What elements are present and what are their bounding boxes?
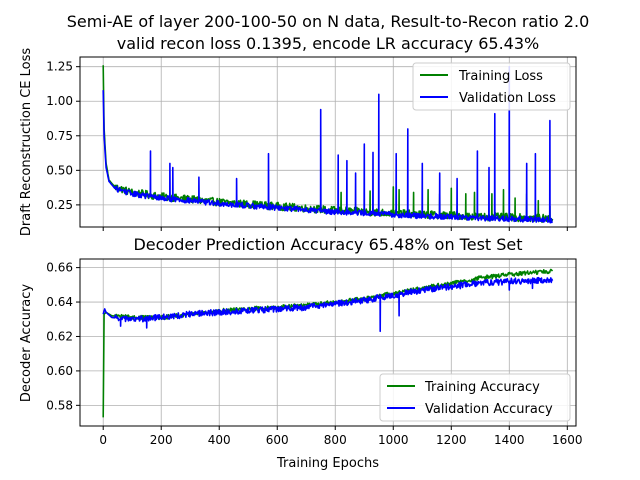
accuracy-ytick-label: 0.64	[46, 295, 73, 309]
figure-title-line-1: Semi-AE of layer 200-100-50 on N data, R…	[67, 12, 590, 31]
accuracy-xtick-label: 200	[150, 433, 173, 447]
loss-panel: 0.25 0.50 0.75 1.00 1.25 Draft Reconstructio…	[19, 48, 577, 236]
accuracy-axes-frame	[79, 258, 577, 427]
loss-ytick-label: 0.75	[46, 129, 73, 143]
accuracy-xtick-label: 0	[99, 433, 107, 447]
loss-legend-box	[412, 62, 571, 111]
loss-ylabel: Draft Reconstruction CE Loss	[19, 48, 34, 236]
loss-ytick-label: 0.50	[46, 163, 73, 177]
accuracy-xtick-label: 600	[266, 433, 289, 447]
legend-training-accuracy-label: Training Accuracy	[424, 380, 540, 395]
accuracy-xlabel: Training Epochs	[276, 456, 379, 471]
legend-training-loss-label: Training Loss	[458, 69, 543, 84]
accuracy-legend-box	[379, 373, 571, 422]
accuracy-ytick-label: 0.66	[46, 261, 73, 275]
accuracy-legend: Training Accuracy Validation Accuracy	[379, 373, 571, 422]
accuracy-xtick-label: 800	[324, 433, 347, 447]
loss-ticks: 0.25 0.50 0.75 1.00 1.25	[46, 60, 568, 231]
loss-series-group	[102, 65, 554, 224]
loss-legend: Training Loss Validation Loss	[412, 62, 571, 111]
accuracy-xtick-label: 400	[208, 433, 231, 447]
accuracy-xtick-label: 1400	[494, 433, 525, 447]
accuracy-series-validation-line	[102, 276, 554, 333]
accuracy-xtick-label: 1000	[378, 433, 409, 447]
accuracy-xtick-label: 1200	[436, 433, 467, 447]
accuracy-ytick-label: 0.60	[46, 364, 73, 378]
legend-validation-accuracy-label: Validation Accuracy	[425, 402, 553, 417]
legend-validation-loss-label: Validation Loss	[459, 91, 556, 106]
loss-ytick-label: 1.25	[46, 60, 73, 74]
loss-axes-frame	[79, 56, 577, 228]
accuracy-xtick-label: 1600	[552, 433, 583, 447]
loss-ytick-label: 1.00	[46, 94, 73, 108]
accuracy-ticks: 0 200 400 600 800 1000 1200 1400 1600 0.58 0.60 0.6…	[46, 261, 582, 447]
figure-title-line-2: valid recon loss 0.1395, encode LR accur…	[117, 34, 540, 53]
loss-ytick-label: 0.25	[46, 198, 73, 212]
accuracy-ytick-label: 0.58	[46, 398, 73, 412]
accuracy-ylabel: Decoder Accuracy	[19, 284, 34, 402]
loss-series-validation-line	[102, 65, 554, 224]
accuracy-series-group	[102, 268, 554, 418]
accuracy-title: Decoder Prediction Accuracy 65.48% on Te…	[133, 235, 522, 254]
accuracy-ytick-label: 0.62	[46, 329, 73, 343]
accuracy-panel: Decoder Prediction Accuracy 65.48% on Te…	[19, 235, 583, 471]
